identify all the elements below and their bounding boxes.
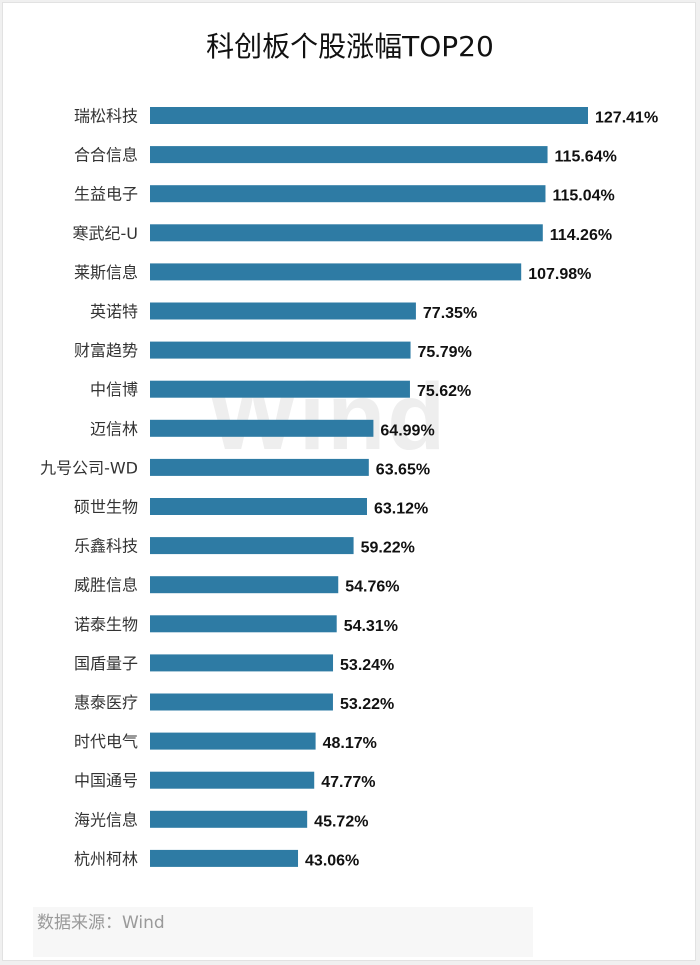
value-label-15: 53.22% [340,696,394,713]
category-label-14: 国盾量子 [74,654,138,673]
bar-0 [150,107,588,124]
category-label-16: 时代电气 [74,732,138,751]
bar-11 [150,537,354,555]
bar-4 [150,263,522,281]
category-label-4: 莱斯信息 [74,263,138,282]
value-label-17: 47.77% [321,774,375,791]
category-label-3: 寒武纪-U [73,224,139,243]
bar-9 [150,458,369,476]
bar-5 [150,302,416,320]
value-label-3: 114.26% [550,227,612,244]
category-label-19: 杭州柯林 [74,849,138,868]
value-label-2: 115.04% [552,188,614,205]
value-label-7: 75.62% [417,383,471,400]
category-label-2: 生益电子 [74,185,138,204]
value-label-12: 54.76% [345,579,399,596]
bar-12 [150,576,339,594]
bar-8 [150,419,374,437]
bar-19 [150,849,299,867]
category-label-11: 乐鑫科技 [74,537,138,556]
category-label-10: 硕世生物 [74,498,138,517]
bar-chart: 瑞松科技 127.41% 合合信息 115.64% 生益电子 115.04% 寒武纪-U 11… [40,107,658,870]
value-label-18: 45.72% [314,813,368,830]
value-label-13: 54.31% [344,618,398,635]
value-label-10: 63.12% [374,501,428,518]
value-label-16: 48.17% [323,735,377,752]
category-label-7: 中信博 [90,380,138,399]
bar-6 [150,341,411,359]
category-label-13: 诺泰生物 [74,615,138,634]
category-label-12: 威胜信息 [74,576,138,595]
bar-2 [150,185,546,203]
value-label-9: 63.65% [376,461,430,478]
source-text: 数据来源：Wind [37,913,165,933]
category-label-18: 海光信息 [74,810,138,829]
bar-14 [150,654,334,672]
category-label-5: 英诺特 [90,302,138,321]
value-label-4: 107.98% [528,266,591,283]
category-label-8: 迈信林 [90,419,138,438]
value-label-0: 127.41% [595,110,658,127]
value-label-11: 59.22% [361,540,415,557]
bar-7 [150,380,410,398]
value-label-1: 115.64% [555,149,617,166]
bar-18 [150,810,308,828]
bar-1 [150,146,548,164]
value-label-5: 77.35% [423,305,477,322]
value-label-6: 75.79% [418,344,472,361]
bar-15 [150,693,333,711]
value-label-19: 43.06% [305,852,359,869]
bar-17 [150,771,315,789]
bar-16 [150,732,316,750]
category-label-1: 合合信息 [74,146,138,165]
bar-3 [150,224,543,242]
bar-13 [150,615,337,633]
source-note: 数据来源：Wind [33,907,533,957]
category-label-6: 财富趋势 [74,341,138,360]
category-label-9: 九号公司-WD [40,458,138,477]
category-label-15: 惠泰医疗 [74,693,138,712]
category-label-17: 中国通号 [74,771,138,790]
value-label-14: 53.24% [340,657,394,674]
category-label-0: 瑞松科技 [74,107,138,126]
bar-10 [150,498,367,515]
value-label-8: 64.99% [380,422,434,439]
chart-title: 科创板个股涨幅TOP20 [206,30,494,63]
